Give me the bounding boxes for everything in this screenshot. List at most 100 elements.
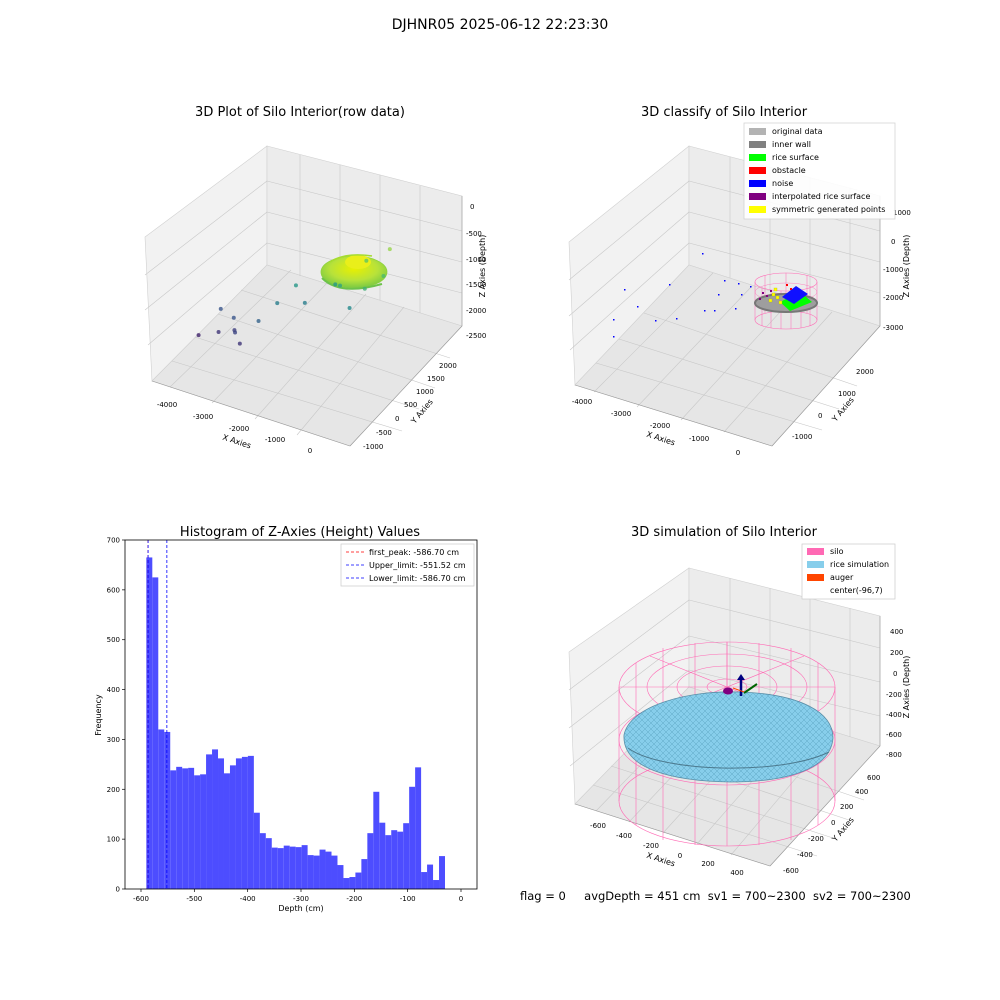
panel1-title: 3D Plot of Silo Interior(row data): [195, 105, 405, 120]
panel4-zlabel: Z Axies (Depth): [902, 656, 911, 719]
panel2-legend: original data inner wall rice surface ob…: [743, 122, 896, 220]
histogram-bar: [152, 577, 159, 889]
histogram-title: Histogram of Z-Axies (Height) Values: [180, 525, 420, 540]
histogram-bar: [218, 758, 224, 889]
histogram-bar: [253, 812, 260, 889]
legend-label: obstacle: [772, 166, 806, 175]
panel2-xlabel: X Axies: [645, 430, 676, 448]
histogram-bar: [212, 749, 219, 889]
histogram-x-ticks: -600 -500 -400 -300 -200 -100 0: [133, 889, 463, 903]
histogram-bar: [170, 770, 177, 889]
p2-xtick: -3000: [611, 410, 631, 418]
legend-label: noise: [772, 179, 793, 188]
histogram-bar: [176, 766, 183, 889]
histogram-bar: [295, 847, 302, 889]
histogram-y-tick: 200: [107, 786, 120, 794]
scatter-point: [347, 305, 352, 310]
flag-text: flag = 0: [520, 889, 566, 903]
histogram-bar: [223, 773, 230, 889]
histogram-bar: [343, 878, 350, 889]
p1-xtick: -2000: [229, 425, 249, 433]
histogram-bars: [146, 557, 445, 889]
histogram-bar: [265, 838, 272, 889]
panel4-legend: silo rice simulation auger center(-96,7): [801, 543, 896, 600]
legend-swatch-interpolated: [749, 193, 766, 200]
legend-swatch-inner-wall: [749, 141, 766, 148]
histogram-bar: [146, 557, 153, 889]
p4-ytick: 0: [831, 819, 835, 827]
panel2-y-ticks: -1000 0 1000 2000: [792, 368, 874, 441]
p2-xtick: -4000: [572, 398, 592, 406]
histogram-y-tick: 300: [107, 736, 120, 744]
histogram-x-tick: -300: [293, 895, 309, 903]
histogram-x-tick: 0: [459, 895, 463, 903]
histogram-bar: [325, 851, 332, 889]
scatter-point: [233, 330, 238, 335]
histogram-bar: [379, 822, 386, 889]
p4-xtick: 400: [730, 869, 743, 877]
scatter-point: [333, 282, 338, 287]
histogram-bar: [182, 768, 189, 889]
histogram-bar: [415, 767, 422, 889]
avg-depth-text: avgDepth = 451 cm: [584, 889, 701, 903]
p1-ytick: 0: [395, 415, 399, 423]
scatter-point: [293, 283, 298, 288]
p4-ztick: -400: [886, 711, 902, 719]
p1-ytick: -500: [376, 429, 392, 437]
p4-ztick: 400: [890, 628, 903, 636]
panel1-z-ticks: 0 -500 -1000 -1500 -2000 -2500: [466, 203, 486, 340]
legend-swatch-original: [749, 128, 766, 135]
p1-ztick: -1000: [466, 256, 486, 264]
p1-ytick: -1000: [363, 443, 383, 451]
histogram-x-tick: -100: [400, 895, 416, 903]
p1-xtick: -1000: [265, 436, 285, 444]
p4-ztick: 200: [890, 649, 903, 657]
legend-swatch-rice-surface: [749, 154, 766, 161]
legend-swatch-auger: [807, 574, 824, 581]
legend-swatch-noise: [749, 180, 766, 187]
histogram-x-tick: -400: [240, 895, 256, 903]
p1-ztick: -1500: [466, 281, 486, 289]
p4-ztick: 0: [893, 670, 897, 678]
p4-ytick: 400: [855, 788, 868, 796]
panel4-xlabel: X Axies: [645, 851, 676, 869]
panel4-auger-marker: [723, 674, 758, 696]
legend-label: silo: [830, 547, 844, 556]
legend-label: original data: [772, 127, 823, 136]
scatter-point: [338, 283, 343, 288]
legend-label: rice simulation: [830, 560, 889, 569]
histogram-bar: [158, 729, 165, 889]
legend-label: inner wall: [772, 140, 811, 149]
legend-label: center(-96,7): [830, 586, 883, 595]
panel-raw-3d: 3D Plot of Silo Interior(row data) -4000…: [144, 105, 487, 455]
panel1-xlabel: X Axies: [221, 433, 252, 451]
panel4-z-ticks: 400 200 0 -200 -400 -600 -800: [886, 628, 903, 759]
histogram-bar: [307, 855, 314, 889]
p1-ztick: -500: [466, 230, 482, 238]
panel1-y-ticks: -1000 -500 0 500 1000 1500 2000: [363, 362, 457, 451]
p2-ztick: -1000: [883, 266, 903, 274]
sv2-text: sv2 = 700~2300: [812, 889, 911, 903]
histogram-legend: first_peak: -586.70 cm Upper_limit: -551…: [340, 543, 475, 587]
scatter-point: [218, 306, 223, 311]
histogram-bar: [289, 846, 296, 889]
p2-ztick: 1000: [893, 209, 911, 217]
p1-ytick: 1000: [416, 388, 434, 396]
panel2-x-ticks: -4000 -3000 -2000 -1000 0: [572, 398, 740, 457]
legend-label: auger: [830, 573, 854, 582]
legend-label: symmetric generated points: [772, 205, 885, 214]
histogram-reference-lines: [147, 540, 168, 889]
panel-histogram: Histogram of Z-Axies (Height) Values -60…: [94, 525, 478, 913]
p4-ytick: 600: [867, 774, 880, 782]
histogram-x-tick: -500: [186, 895, 202, 903]
p2-ztick: 0: [891, 238, 895, 246]
histogram-bar: [397, 831, 404, 889]
legend-label: Upper_limit: -551.52 cm: [369, 561, 466, 570]
panel4-title: 3D simulation of Silo Interior: [631, 525, 818, 540]
histogram-bar: [241, 756, 248, 889]
p2-ytick: 0: [818, 412, 822, 420]
legend-swatch-symmetric: [749, 206, 766, 213]
histogram-x-tick: -600: [133, 895, 149, 903]
panel4-rice-simulation: [623, 691, 834, 783]
